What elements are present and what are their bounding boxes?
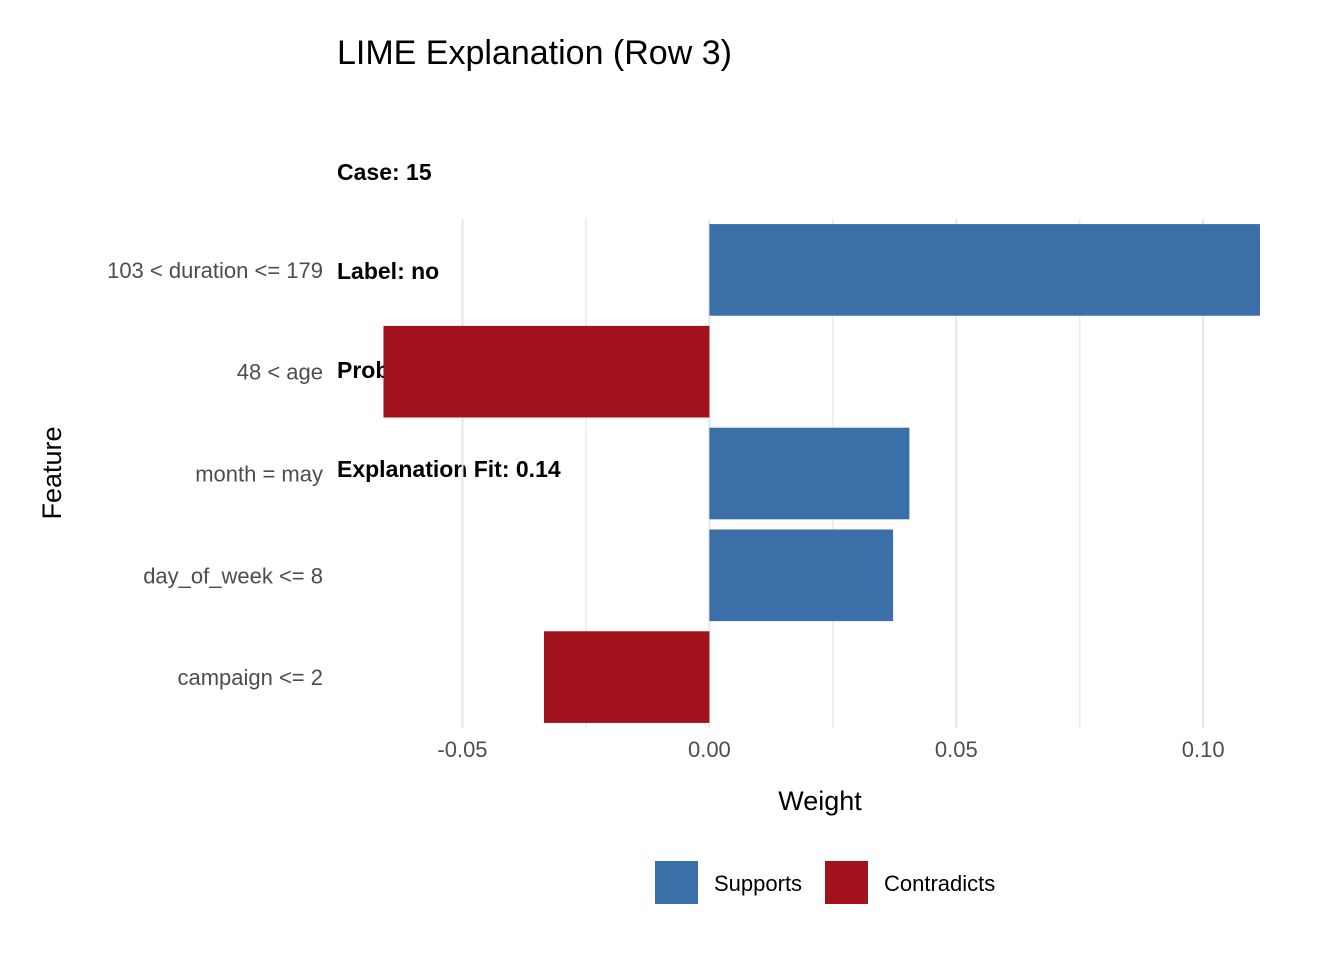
legend-key-contradicts — [825, 861, 868, 904]
y-tick-labels: 103 < duration <= 179 48 < age month = may… — [107, 258, 323, 690]
legend-label-supports: Supports — [714, 871, 802, 896]
x-axis-label: Weight — [778, 786, 862, 816]
bars — [383, 224, 1260, 723]
subtitle-label: Label: no — [337, 258, 440, 284]
legend-label-contradicts: Contradicts — [884, 871, 995, 896]
y-tick-label: day_of_week <= 8 — [143, 563, 323, 588]
y-tick-label: 48 < age — [237, 360, 323, 385]
x-tick-label: -0.05 — [437, 737, 487, 762]
y-tick-label: 103 < duration <= 179 — [107, 258, 323, 283]
legend: Supports Contradicts — [655, 861, 995, 904]
x-tick-labels: -0.05 0.00 0.05 0.10 — [437, 737, 1224, 762]
subtitle-explanation-fit: Explanation Fit: 0.14 — [337, 456, 561, 482]
y-tick-label: month = may — [195, 462, 323, 487]
bar-5 — [543, 631, 710, 723]
bar-1 — [709, 224, 1260, 316]
bar-3 — [709, 427, 910, 520]
chart-title: LIME Explanation (Row 3) — [337, 34, 732, 72]
x-tick-label: 0.10 — [1182, 737, 1225, 762]
bar-2 — [383, 325, 710, 418]
y-tick-label: campaign <= 2 — [177, 665, 323, 690]
bar-4 — [709, 529, 894, 622]
x-tick-label: 0.00 — [688, 737, 731, 762]
x-tick-label: 0.05 — [935, 737, 978, 762]
subtitle-case: Case: 15 — [337, 159, 432, 185]
y-axis-label: Feature — [37, 426, 67, 519]
legend-key-supports — [655, 861, 698, 904]
